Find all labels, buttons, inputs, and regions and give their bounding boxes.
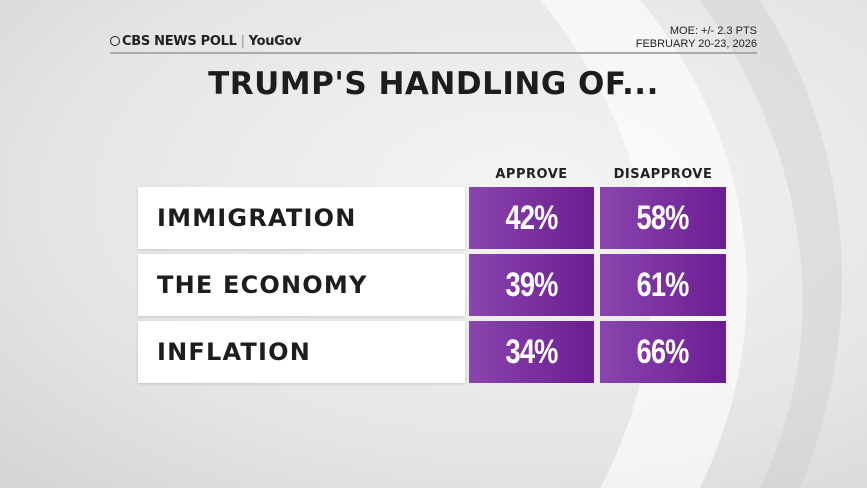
logo-text: CBS NEWS POLL (122, 34, 237, 49)
column-header-disapprove: DISAPPROVE (613, 167, 713, 182)
approve-value: 42% (505, 198, 558, 237)
approve-cell: 34% (469, 321, 594, 383)
moe-text: MOE: +/- 2.3 PTS (669, 25, 757, 37)
disapprove-cell: 66% (600, 321, 726, 383)
cbs-news-poll-logo: CBS NEWS POLL | YouGov (110, 34, 302, 49)
row-label: IMMIGRATION (157, 204, 357, 232)
approve-cell: 42% (469, 187, 594, 249)
column-header-approve: APPROVE (495, 167, 568, 182)
disapprove-value: 66% (636, 332, 690, 371)
background-swoosh-arc (700, 0, 843, 488)
disapprove-cell: 58% (600, 187, 726, 249)
approve-value: 39% (505, 265, 558, 304)
disapprove-value: 61% (636, 265, 690, 304)
logo-separator: | (240, 34, 245, 49)
cbs-eye-icon (110, 36, 120, 46)
poll-dates: FEBRUARY 20-23, 2026 (635, 38, 757, 50)
poll-info: MOE: +/- 2.3 PTS FEBRUARY 20-23, 2026 (636, 25, 757, 51)
row-label-box: THE ECONOMY (138, 254, 465, 316)
chart-title: TRUMP'S HANDLING OF... (208, 66, 659, 102)
header-divider (110, 52, 757, 54)
approve-cell: 39% (469, 254, 594, 316)
yougov-logo: YouGov (248, 34, 302, 49)
approve-value: 34% (505, 332, 558, 371)
row-label-box: INFLATION (138, 321, 465, 383)
row-label-box: IMMIGRATION (138, 187, 465, 249)
disapprove-value: 58% (636, 198, 690, 237)
row-label: THE ECONOMY (157, 271, 368, 299)
disapprove-cell: 61% (600, 254, 726, 316)
row-label: INFLATION (157, 338, 312, 366)
